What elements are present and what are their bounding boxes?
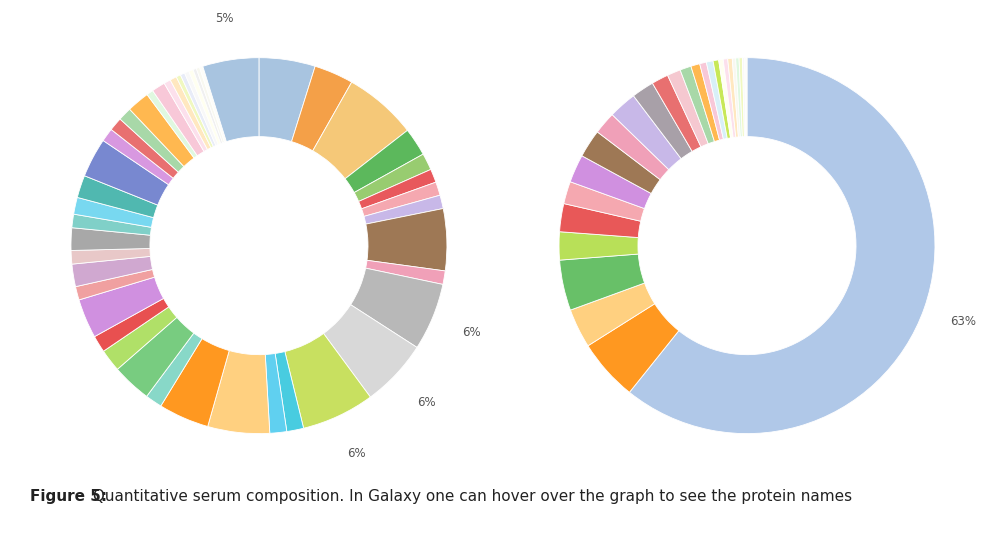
- Wedge shape: [193, 68, 223, 144]
- Text: Figure 5:: Figure 5:: [30, 489, 107, 504]
- Wedge shape: [196, 67, 224, 143]
- Wedge shape: [366, 260, 445, 285]
- Wedge shape: [72, 214, 151, 235]
- Wedge shape: [71, 227, 150, 250]
- Wedge shape: [355, 154, 431, 201]
- Wedge shape: [713, 60, 730, 138]
- Wedge shape: [104, 129, 173, 185]
- Wedge shape: [345, 130, 423, 193]
- Wedge shape: [706, 61, 727, 139]
- Wedge shape: [189, 69, 221, 145]
- Wedge shape: [147, 91, 197, 158]
- Wedge shape: [71, 248, 150, 264]
- Wedge shape: [691, 64, 719, 142]
- Wedge shape: [170, 77, 211, 150]
- Wedge shape: [559, 232, 638, 260]
- Wedge shape: [208, 350, 270, 434]
- Wedge shape: [164, 80, 207, 152]
- Wedge shape: [652, 75, 701, 152]
- Wedge shape: [613, 96, 681, 170]
- Wedge shape: [85, 140, 168, 205]
- Wedge shape: [728, 58, 738, 137]
- Wedge shape: [74, 198, 153, 227]
- Wedge shape: [366, 208, 447, 271]
- Wedge shape: [184, 71, 218, 145]
- Wedge shape: [362, 182, 440, 216]
- Wedge shape: [199, 66, 226, 142]
- Text: Quantitative serum composition. In Galaxy one can hover over the graph to see th: Quantitative serum composition. In Galax…: [88, 489, 853, 504]
- Wedge shape: [364, 195, 443, 224]
- Wedge shape: [736, 58, 742, 137]
- Wedge shape: [359, 169, 436, 209]
- Wedge shape: [742, 58, 746, 137]
- Wedge shape: [118, 317, 194, 396]
- Wedge shape: [275, 351, 304, 431]
- Wedge shape: [176, 75, 213, 148]
- Wedge shape: [598, 115, 668, 179]
- Wedge shape: [667, 70, 708, 147]
- Wedge shape: [72, 256, 152, 287]
- Wedge shape: [633, 83, 692, 159]
- Wedge shape: [723, 59, 736, 137]
- Wedge shape: [79, 277, 163, 336]
- Wedge shape: [719, 59, 733, 138]
- Wedge shape: [571, 283, 654, 346]
- Text: 6%: 6%: [347, 447, 366, 460]
- Wedge shape: [739, 58, 744, 137]
- Wedge shape: [76, 270, 154, 300]
- Wedge shape: [571, 156, 651, 209]
- Wedge shape: [313, 82, 407, 179]
- Wedge shape: [121, 109, 184, 172]
- Text: 6%: 6%: [462, 326, 480, 339]
- Wedge shape: [203, 58, 259, 142]
- Wedge shape: [146, 333, 202, 406]
- Wedge shape: [629, 58, 935, 434]
- Wedge shape: [265, 354, 287, 433]
- Wedge shape: [104, 307, 177, 370]
- Wedge shape: [160, 339, 229, 427]
- Wedge shape: [745, 58, 747, 137]
- Wedge shape: [285, 333, 371, 428]
- Wedge shape: [560, 203, 640, 238]
- Wedge shape: [588, 304, 679, 392]
- Text: 6%: 6%: [416, 396, 435, 409]
- Text: 63%: 63%: [950, 315, 976, 328]
- Wedge shape: [582, 132, 660, 193]
- Wedge shape: [699, 62, 723, 140]
- Wedge shape: [180, 73, 216, 147]
- Wedge shape: [292, 66, 352, 151]
- Wedge shape: [351, 268, 443, 348]
- Wedge shape: [95, 299, 168, 351]
- Wedge shape: [680, 66, 714, 144]
- Wedge shape: [78, 176, 157, 218]
- Text: 5%: 5%: [215, 12, 233, 26]
- Wedge shape: [259, 58, 315, 142]
- Wedge shape: [560, 254, 644, 310]
- Wedge shape: [324, 305, 417, 397]
- Wedge shape: [112, 119, 178, 178]
- Wedge shape: [564, 182, 644, 221]
- Wedge shape: [129, 95, 194, 167]
- Wedge shape: [152, 83, 204, 156]
- Wedge shape: [732, 58, 740, 137]
